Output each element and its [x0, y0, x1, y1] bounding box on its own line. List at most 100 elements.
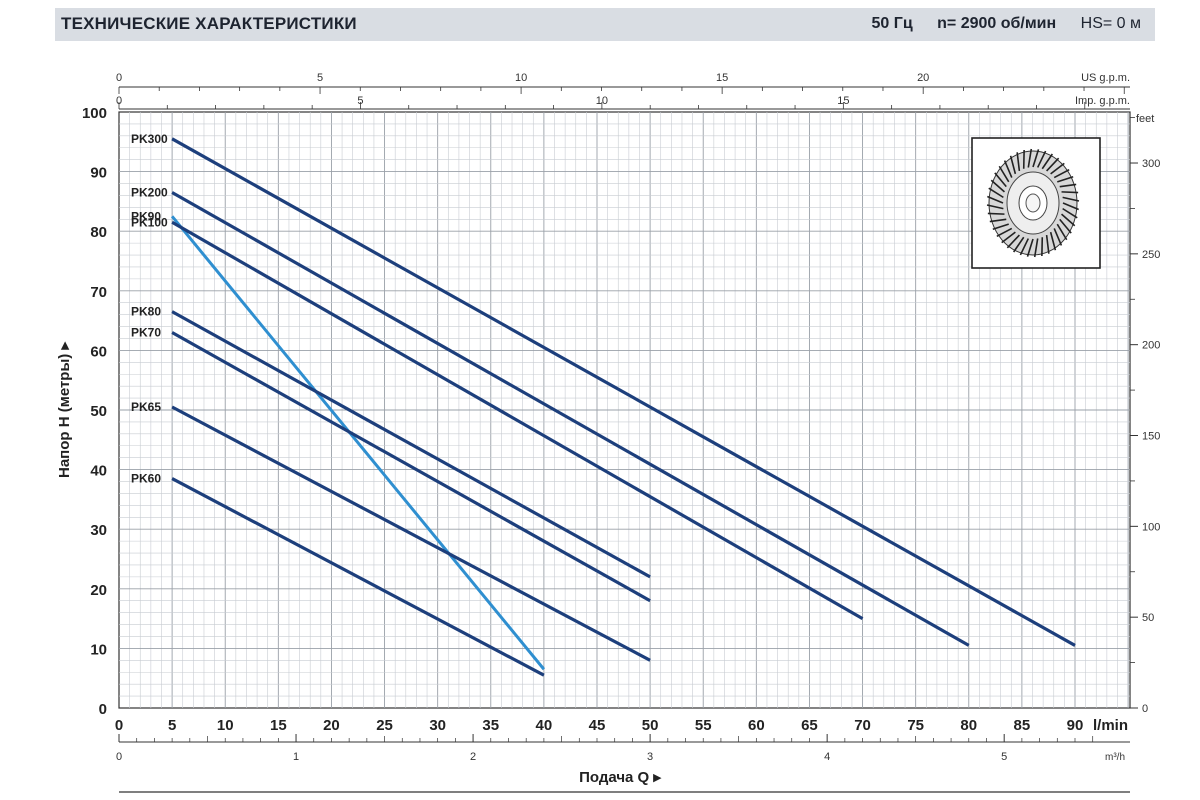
impeller-vane — [992, 223, 1009, 231]
us-gpm-tick-label: 5 — [317, 72, 323, 84]
x-tick-label: 15 — [270, 717, 287, 734]
feet-tick-label: 100 — [1142, 521, 1160, 533]
impeller-vane — [1036, 150, 1047, 168]
impeller-vane — [1006, 234, 1020, 249]
m3h-tick-label: 2 — [470, 751, 476, 763]
impeller-vane — [1016, 152, 1021, 172]
x-tick-label: 75 — [907, 717, 924, 734]
imp-gpm-tick-label: 0 — [116, 95, 122, 107]
x-tick-label: 65 — [801, 717, 818, 734]
spec-summary: 50 Гц n= 2900 об/мин HS= 0 м — [852, 15, 1141, 33]
impeller-vane — [1057, 175, 1074, 183]
x-tick-label: 40 — [536, 717, 553, 734]
impeller-vane — [990, 179, 1005, 193]
impeller-vane — [1019, 238, 1030, 256]
y-tick-label: 20 — [90, 582, 107, 599]
imp-gpm-tick-label: 10 — [596, 95, 608, 107]
feet-tick-label: 150 — [1142, 431, 1160, 443]
impeller-vane — [1061, 191, 1079, 194]
impeller-vane — [994, 172, 1007, 188]
impeller-vane — [1012, 236, 1025, 253]
imp-gpm-unit: Imp. g.p.m. — [1075, 95, 1130, 107]
series-line-pk70 — [171, 331, 651, 603]
impeller-vane — [998, 165, 1010, 183]
us-gpm-tick-label: 20 — [917, 72, 929, 84]
impeller-vane — [1062, 196, 1080, 202]
m3h-tick-label: 5 — [1001, 751, 1007, 763]
series-line-pk300 — [171, 137, 1076, 647]
y-tick-label: 10 — [90, 641, 107, 658]
impeller-vane — [1056, 223, 1068, 241]
series-label-pk90: PK90 — [131, 209, 161, 223]
imp-gpm-tick-label: 5 — [357, 95, 363, 107]
us-gpm-unit: US g.p.m. — [1081, 72, 1130, 84]
y-tick-label: 50 — [90, 403, 107, 420]
y-tick-label: 80 — [90, 224, 107, 241]
impeller-vane — [1026, 238, 1034, 257]
series-line-pk65 — [171, 405, 651, 662]
x-axis-label: Подача Q ▸ — [579, 769, 662, 786]
impeller-vane — [1062, 202, 1079, 211]
series-line-pk100 — [171, 220, 864, 620]
m3h-tick-label: 1 — [293, 751, 299, 763]
title-bar: ТЕХНИЧЕСКИЕ ХАРАКТЕРИСТИКИ 50 Гц n= 2900… — [55, 8, 1155, 41]
impeller-vane — [989, 218, 1007, 223]
impeller-vane — [1049, 231, 1057, 251]
impeller-vane — [988, 187, 1004, 199]
impeller-vane — [1033, 238, 1039, 258]
impeller-vane — [1009, 155, 1017, 175]
us-gpm-tick-label: 0 — [116, 72, 122, 84]
speed-label: n= 2900 об/мин — [937, 15, 1057, 32]
impeller-vane — [1041, 153, 1054, 170]
impeller-vane — [987, 212, 1005, 215]
series-label-pk100: PK100 — [131, 215, 168, 229]
impeller-vane — [1059, 183, 1077, 188]
series-label-pk80: PK80 — [131, 305, 161, 319]
impeller-vane — [1050, 162, 1065, 175]
imp-gpm-tick-label: 15 — [837, 95, 849, 107]
impeller-vane — [1059, 218, 1072, 234]
impeller-vane — [1027, 148, 1033, 168]
x-tick-label: 80 — [960, 717, 977, 734]
impeller-vane — [986, 204, 1004, 210]
y-axis-label: Напор Н (метры) ▸ — [56, 341, 73, 478]
series-label-pk65: PK65 — [131, 400, 161, 414]
x-tick-label: 20 — [323, 717, 340, 734]
series-line-pk60 — [171, 477, 545, 677]
series-label-pk60: PK60 — [131, 472, 161, 486]
grid — [119, 112, 1130, 708]
hs-label: HS= 0 м — [1080, 15, 1141, 32]
impeller-vane — [1032, 149, 1040, 168]
us-gpm-tick-label: 15 — [716, 72, 728, 84]
feet-unit-label: feet — [1136, 113, 1154, 125]
m3h-tick-label: 0 — [116, 751, 122, 763]
impeller-vane — [1001, 231, 1016, 244]
series-line-pk80 — [171, 310, 651, 579]
x-unit-m3h: m³/h — [1105, 752, 1125, 763]
impeller-vane — [987, 195, 1004, 204]
series-line-pk200 — [171, 191, 970, 647]
impeller-vane — [1046, 157, 1060, 172]
impeller-icon — [986, 148, 1080, 258]
feet-tick-label: 300 — [1142, 158, 1160, 170]
x-tick-label: 0 — [115, 717, 123, 734]
impeller-vane — [1062, 207, 1078, 219]
x-tick-label: 25 — [376, 717, 393, 734]
m3h-tick-label: 3 — [647, 751, 653, 763]
x-tick-label: 50 — [642, 717, 659, 734]
y-tick-label: 90 — [90, 165, 107, 182]
impeller-vane — [1045, 234, 1050, 254]
x-tick-label: 30 — [429, 717, 446, 734]
y-tick-label: 0 — [99, 701, 107, 718]
series-label-pk200: PK200 — [131, 185, 168, 199]
x-tick-label: 55 — [695, 717, 712, 734]
impeller-vane — [1061, 213, 1076, 227]
x-tick-label: 5 — [168, 717, 176, 734]
y-tick-label: 60 — [90, 343, 107, 360]
series-label-pk70: PK70 — [131, 326, 161, 340]
x-unit-lmin: l/min — [1093, 717, 1128, 734]
impeller-vane — [1053, 168, 1070, 179]
impeller-vane — [1003, 160, 1013, 178]
m3h-tick-label: 4 — [824, 751, 830, 763]
